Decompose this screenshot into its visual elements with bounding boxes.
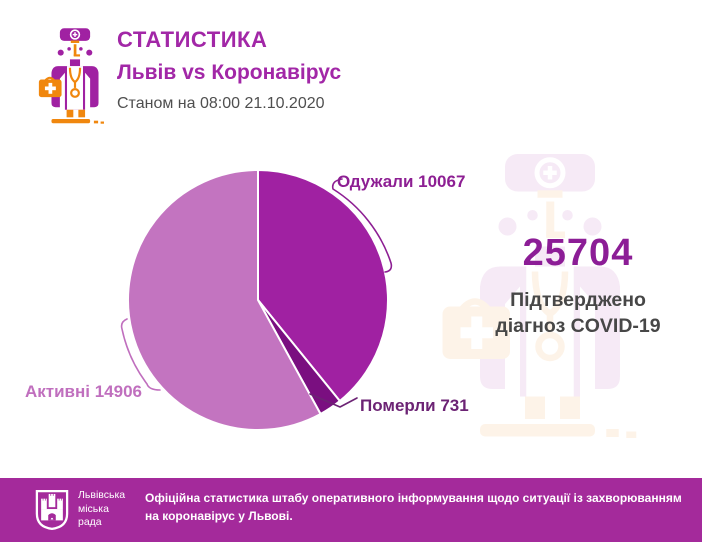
confirmed-caption-line1: Підтверджено: [510, 289, 646, 311]
page-subtitle: Львів vs Коронавірус: [117, 61, 342, 84]
confirmed-total-block: 25704 Підтверджено діагноз COVID-19: [468, 232, 688, 339]
confirmed-total-value: 25704: [522, 232, 634, 274]
active-label: Активні 14906: [25, 382, 142, 401]
footer-org-line3: рада: [78, 516, 102, 528]
active-callout-line: [120, 318, 161, 391]
page-title: СТАТИСТИКА: [117, 27, 268, 52]
pie-slice-одужали: [257, 168, 389, 403]
pie-slices: [127, 168, 389, 431]
doctor-icon: [38, 28, 104, 124]
pie-slice-активні: [127, 168, 322, 431]
footer-org-line1: Львівська: [78, 489, 126, 501]
recovered-callout-line: [331, 178, 393, 273]
footer-org-name: Львівська міська рада: [78, 489, 125, 530]
confirmed-caption-line2: діагноз COVID-19: [495, 315, 661, 337]
lviv-coat-of-arms-icon: [35, 489, 69, 531]
footer-note: Офіційна статистика штабу оперативного і…: [145, 491, 682, 523]
footer-bar: Львівська міська рада Офіційна статистик…: [0, 478, 702, 542]
as-of-date: Станом на 08:00 21.10.2020: [117, 95, 325, 112]
confirmed-total-caption: Підтверджено діагноз COVID-19: [468, 287, 688, 339]
deaths-label: Померли 731: [360, 396, 469, 415]
footer-org-line2: міська: [78, 502, 109, 515]
deaths-callout-line: [309, 393, 358, 408]
recovered-label: Одужали 10067: [337, 172, 466, 191]
